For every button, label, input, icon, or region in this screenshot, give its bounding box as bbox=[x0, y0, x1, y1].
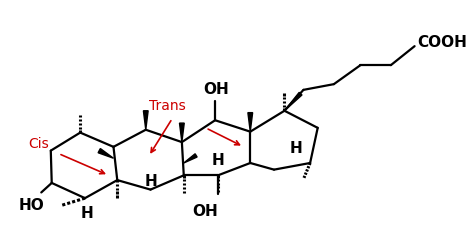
Text: H: H bbox=[211, 153, 224, 168]
Text: H: H bbox=[81, 206, 93, 221]
Polygon shape bbox=[184, 154, 197, 163]
Polygon shape bbox=[284, 92, 302, 111]
Text: Cis: Cis bbox=[28, 137, 49, 151]
Text: OH: OH bbox=[204, 82, 229, 97]
Polygon shape bbox=[180, 123, 184, 142]
Text: COOH: COOH bbox=[418, 35, 467, 50]
Text: H: H bbox=[145, 174, 158, 190]
Polygon shape bbox=[98, 148, 113, 158]
Text: Trans: Trans bbox=[149, 99, 185, 113]
Text: H: H bbox=[290, 141, 302, 156]
Text: HO: HO bbox=[18, 198, 44, 213]
Polygon shape bbox=[144, 111, 148, 130]
Polygon shape bbox=[248, 113, 253, 132]
Text: OH: OH bbox=[193, 204, 219, 219]
